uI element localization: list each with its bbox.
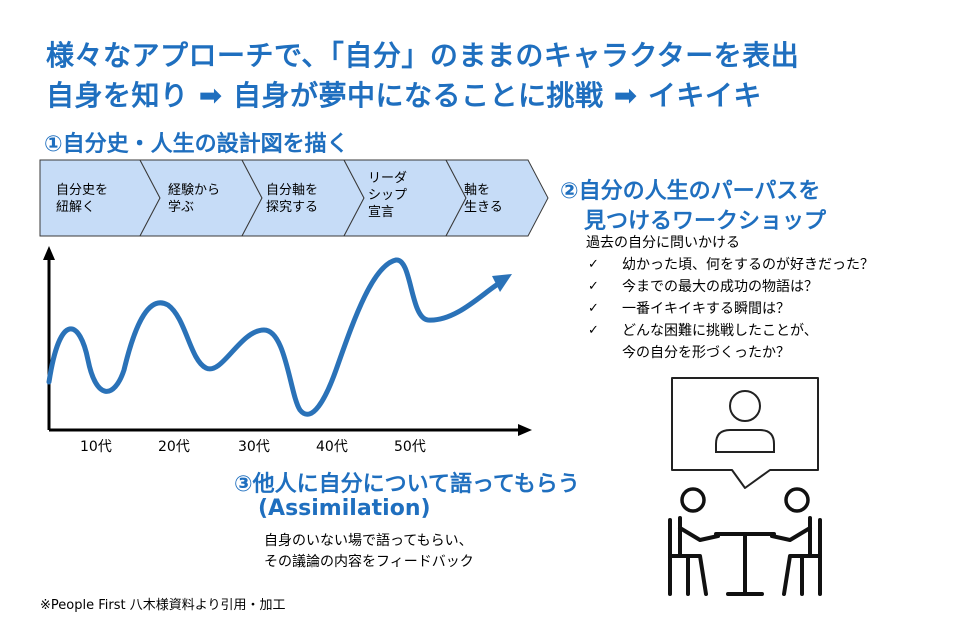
step-label-1: 自分史を 紐解く — [56, 183, 109, 215]
question-text: 幼かった頃、何をするのが好きだった？ — [622, 257, 874, 273]
person-icon — [715, 390, 775, 453]
life-curve — [46, 257, 501, 417]
question-text: どんな困難に挑戦したことが、 — [622, 323, 818, 339]
source-footnote: ※People First 八木様資料より引用・加工 — [40, 598, 286, 613]
section2-heading-line1: ②自分の人生のパーパスを — [560, 179, 821, 204]
step-label-3: 自分軸を 探究する — [266, 183, 319, 215]
list-item: ✓ 今までの最大の成功の物語は？ — [586, 276, 874, 298]
list-item: ✓ どんな困難に挑戦したことが、 今の自分を形づくったか？ — [586, 320, 874, 364]
section3-heading-line2: (Assimilation) — [258, 496, 431, 521]
chevron-step-5 — [445, 159, 549, 237]
list-item: ✓ 幼かった頃、何をするのが好きだった？ — [586, 254, 874, 276]
check-icon: ✓ — [588, 301, 599, 316]
life-curve-arrowhead — [492, 274, 512, 292]
section2-heading-line2: 見つけるワークショップ — [584, 209, 827, 234]
age-label-40s: 40代 — [316, 439, 348, 455]
question-text: 一番イキイキする瞬間は？ — [622, 301, 790, 317]
process-chevrons — [39, 159, 549, 237]
title-line-2: 自身を知り ➡ 自身が夢中になることに挑戦 ➡ イキイキ — [46, 79, 762, 112]
check-icon: ✓ — [588, 279, 599, 294]
question-text-continuation: 今の自分を形づくったか？ — [622, 345, 790, 361]
age-label-20s: 20代 — [158, 439, 190, 455]
section1-heading: ①自分史・人生の設計図を描く — [44, 132, 349, 157]
people-at-table-icon — [668, 487, 822, 596]
age-label-10s: 10代 — [80, 439, 112, 455]
check-icon: ✓ — [588, 257, 599, 272]
age-label-50s: 50代 — [394, 439, 426, 455]
list-item: ✓ 一番イキイキする瞬間は？ — [586, 298, 874, 320]
step-label-5: 軸を 生きる — [464, 183, 503, 215]
life-chart-axes — [43, 246, 532, 436]
age-label-30s: 30代 — [238, 439, 270, 455]
step-label-2: 経験から 学ぶ — [168, 183, 221, 215]
section3-description-line1: 自身のいない場で語ってもらい、 — [264, 533, 473, 549]
title-line-1: 様々なアプローチで、「自分」のままのキャラクターを表出 — [46, 39, 800, 72]
step-label-4: リーダ シップ 宣言 — [368, 171, 408, 220]
section3-description-line2: その議論の内容をフィードバック — [264, 554, 474, 570]
workshop-intro: 過去の自分に問いかける — [586, 235, 740, 251]
question-text: 今までの最大の成功の物語は？ — [622, 279, 818, 295]
speech-bubble-icon — [671, 377, 819, 489]
section3-heading-line1: ③他人に自分について語ってもらう — [234, 472, 580, 497]
question-list: ✓ 幼かった頃、何をするのが好きだった？ ✓ 今までの最大の成功の物語は？ ✓ … — [586, 254, 874, 364]
check-icon: ✓ — [588, 323, 599, 338]
